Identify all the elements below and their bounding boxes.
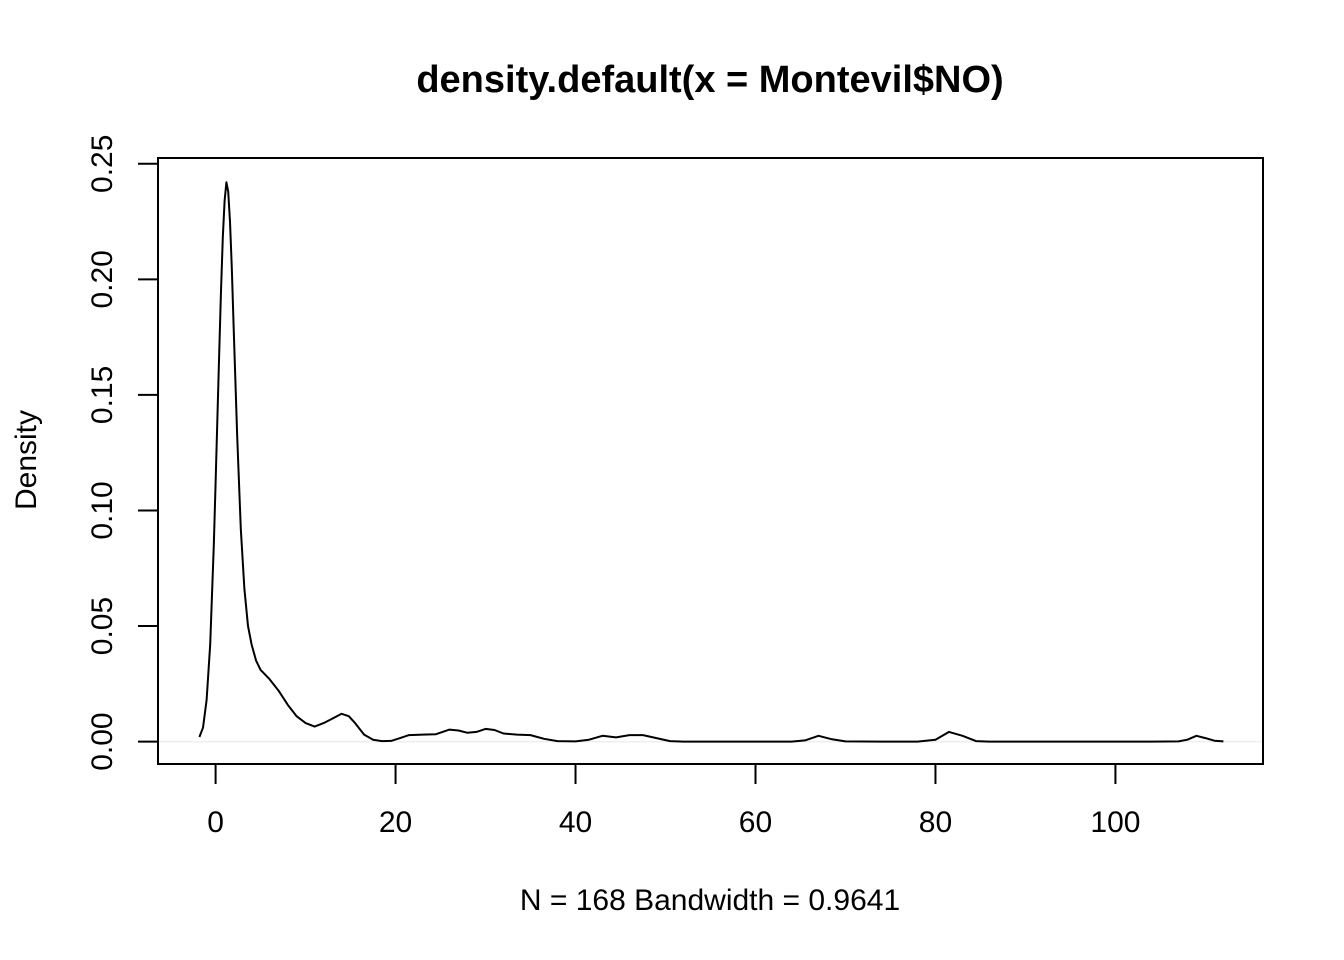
x-axis: 0 20 40 60 80 100 xyxy=(207,763,1140,839)
y-tick-label: 0.25 xyxy=(86,135,119,193)
x-tick-label: 60 xyxy=(739,806,772,839)
chart-title: density.default(x = Montevil$NO) xyxy=(416,59,1003,101)
density-curve-0 xyxy=(198,181,1224,743)
x-tick-label: 80 xyxy=(919,806,952,839)
y-tick-label: 0.10 xyxy=(86,481,119,539)
x-tick-label: 100 xyxy=(1090,806,1140,839)
y-axis: 0.00 0.05 0.10 0.15 0.20 0.25 xyxy=(86,135,159,771)
density-curve-group xyxy=(198,181,1224,743)
y-tick-label: 0.05 xyxy=(86,597,119,655)
x-tick-label: 40 xyxy=(559,806,592,839)
y-axis-label: Density xyxy=(10,410,43,510)
y-tick-label: 0.20 xyxy=(86,250,119,308)
y-tick-label: 0.00 xyxy=(86,712,119,770)
x-tick-label: 20 xyxy=(379,806,412,839)
x-axis-label: N = 168 Bandwidth = 0.9641 xyxy=(520,884,900,917)
y-tick-label: 0.15 xyxy=(86,366,119,424)
x-tick-label: 0 xyxy=(207,806,224,839)
plot-frame xyxy=(157,157,1264,765)
